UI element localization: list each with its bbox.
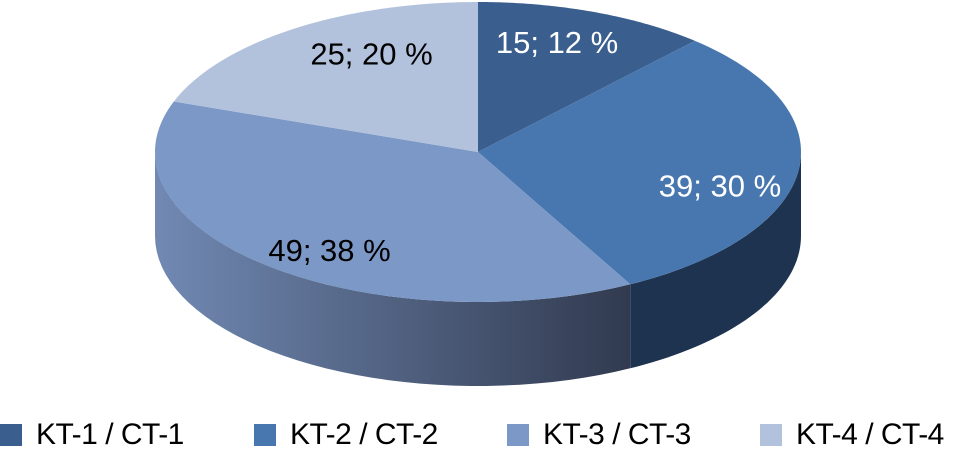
pie-slice-3 (155, 101, 631, 302)
legend-swatch (760, 424, 782, 446)
data-label: 39; 30 % (659, 168, 781, 203)
legend-label: KT-1 / CT-1 (36, 418, 184, 451)
data-label: 49; 38 % (268, 233, 390, 268)
data-label: 25; 20 % (310, 37, 432, 72)
pie-slice-4 (173, 2, 478, 152)
legend-swatch (0, 424, 22, 446)
pie-slice-2 (478, 40, 801, 285)
legend-label: KT-2 / CT-2 (290, 418, 438, 451)
legend-item-kt1: KT-1 / CT-1 (0, 418, 184, 452)
pie-slice-side (155, 152, 631, 386)
pie-chart: 15; 12 % 39; 30 % 49; 38 % 25; 20 % (155, 2, 801, 386)
legend-item-kt2: KT-2 / CT-2 (254, 418, 438, 452)
legend-item-kt3: KT-3 / CT-3 (507, 418, 691, 452)
legend: KT-1 / CT-1 KT-2 / CT-2 KT-3 / CT-3 KT-4… (0, 418, 969, 458)
legend-swatch (254, 424, 276, 446)
legend-item-kt4: KT-4 / CT-4 (760, 418, 944, 452)
legend-label: KT-3 / CT-3 (543, 418, 691, 451)
legend-swatch (507, 424, 529, 446)
data-label: 15; 12 % (496, 25, 618, 60)
pie-slice-1 (478, 2, 695, 152)
pie-slice-side (630, 152, 801, 369)
legend-label: KT-4 / CT-4 (796, 418, 944, 451)
